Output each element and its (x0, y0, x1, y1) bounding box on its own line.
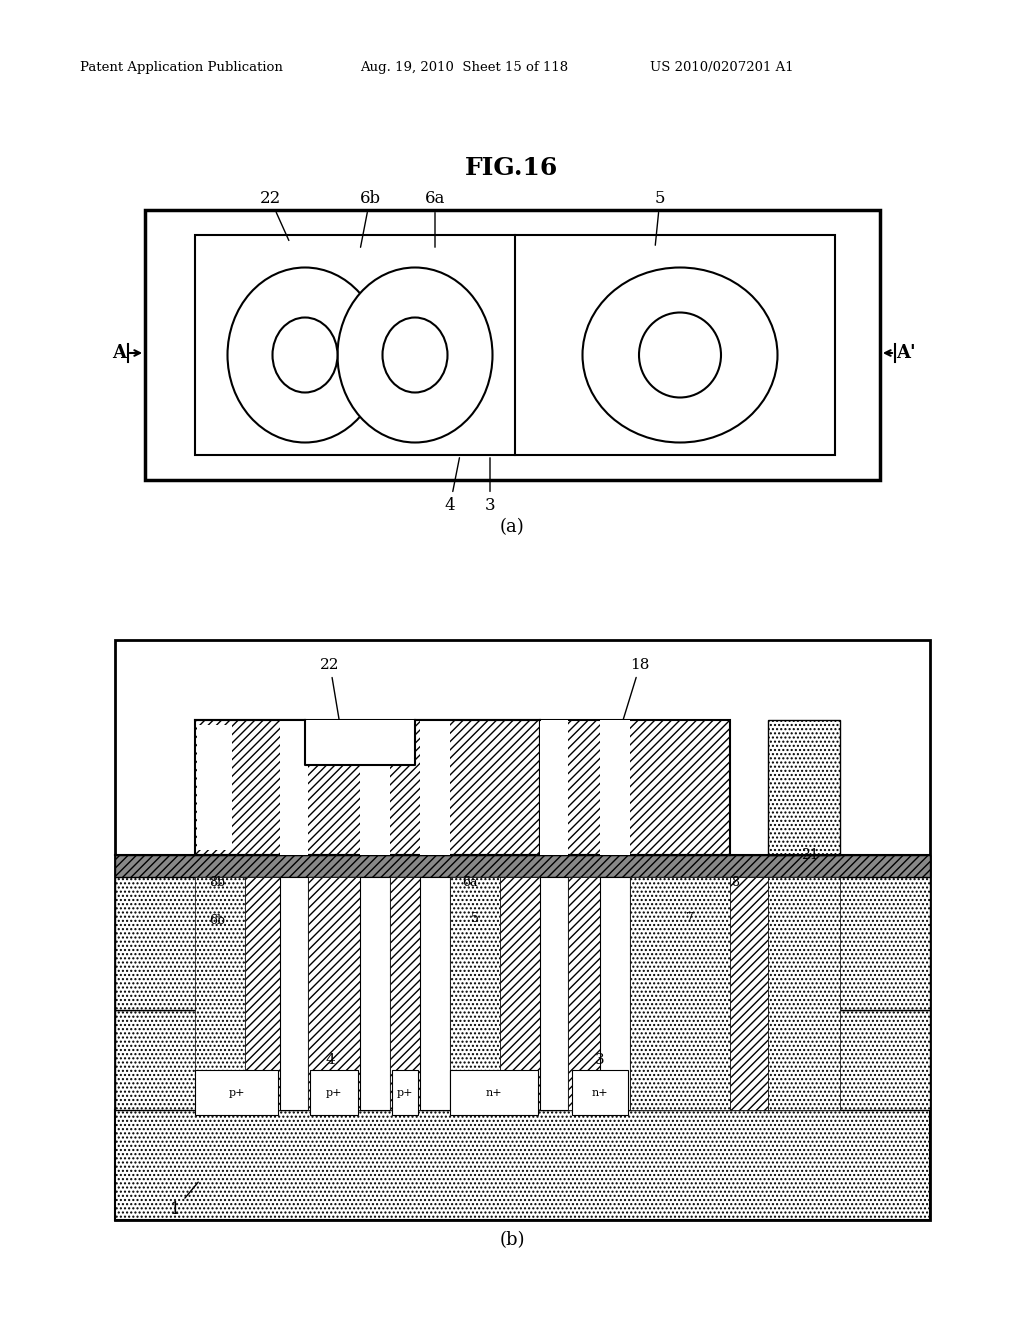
Bar (600, 876, 630, 1110)
Bar (280, 719, 308, 855)
Text: Patent Application Publication: Patent Application Publication (80, 62, 283, 74)
Bar (390, 876, 420, 1110)
Text: n+: n+ (485, 1088, 503, 1097)
Text: 3: 3 (595, 1053, 605, 1067)
Bar (730, 876, 768, 1110)
Text: 6b: 6b (359, 190, 381, 247)
Ellipse shape (639, 313, 721, 397)
Text: 1: 1 (170, 1183, 199, 1218)
Bar (392, 1071, 418, 1115)
Ellipse shape (272, 318, 338, 392)
Ellipse shape (227, 268, 383, 442)
Bar (540, 876, 568, 1110)
Text: 6a: 6a (462, 875, 478, 888)
Bar (540, 719, 730, 855)
Text: A': A' (896, 345, 915, 362)
Text: 22: 22 (259, 190, 289, 240)
Bar (420, 719, 450, 855)
Bar (630, 876, 730, 1110)
Bar (115, 855, 930, 876)
Text: 5: 5 (654, 190, 666, 246)
Text: p+: p+ (228, 1088, 245, 1097)
Bar (195, 876, 245, 1110)
Bar (310, 1071, 358, 1115)
Bar (245, 876, 280, 1110)
Bar (195, 1071, 278, 1115)
Bar (195, 235, 835, 455)
Text: 21: 21 (801, 847, 819, 862)
Text: A: A (112, 345, 126, 362)
Bar (540, 719, 568, 855)
Bar (195, 719, 540, 855)
Bar (197, 725, 232, 850)
Bar (545, 855, 930, 1010)
Text: US 2010/0207201 A1: US 2010/0207201 A1 (650, 62, 794, 74)
Text: 18: 18 (621, 657, 649, 727)
Text: (b): (b) (500, 1232, 524, 1249)
Ellipse shape (583, 268, 777, 442)
Ellipse shape (383, 318, 447, 392)
Bar (360, 719, 390, 855)
Bar (545, 1010, 930, 1110)
Text: (a): (a) (500, 517, 524, 536)
Text: n+: n+ (592, 1088, 608, 1097)
Bar (420, 876, 450, 1110)
Bar (450, 1071, 538, 1115)
Text: 4: 4 (326, 1053, 335, 1067)
Bar (115, 855, 545, 1010)
Bar (115, 1110, 930, 1220)
Bar (568, 876, 600, 1110)
Ellipse shape (338, 268, 493, 442)
Text: p+: p+ (326, 1088, 342, 1097)
Bar (308, 876, 360, 1110)
Text: 8a: 8a (452, 796, 469, 837)
Text: 8: 8 (731, 875, 739, 888)
Bar (768, 876, 840, 1110)
Text: Aug. 19, 2010  Sheet 15 of 118: Aug. 19, 2010 Sheet 15 of 118 (360, 62, 568, 74)
Text: 6a: 6a (425, 190, 445, 247)
Bar (115, 1010, 545, 1110)
Text: 5: 5 (471, 912, 479, 924)
Text: 6b: 6b (209, 913, 225, 927)
Bar (145, 210, 880, 480)
Bar (500, 876, 540, 1110)
Text: FIG.16: FIG.16 (465, 156, 559, 180)
Bar (360, 876, 390, 1110)
Text: 4: 4 (444, 458, 460, 513)
Bar (115, 640, 930, 1220)
Text: 3: 3 (484, 458, 496, 513)
Bar (305, 719, 415, 766)
Text: 8b: 8b (209, 875, 225, 888)
Text: 22: 22 (321, 657, 340, 722)
Bar (600, 719, 630, 855)
Bar (572, 1071, 628, 1115)
Bar (450, 876, 500, 1110)
Bar (280, 876, 308, 1110)
Bar (768, 719, 840, 855)
Text: p+: p+ (396, 1088, 414, 1097)
Text: 7: 7 (686, 912, 694, 924)
